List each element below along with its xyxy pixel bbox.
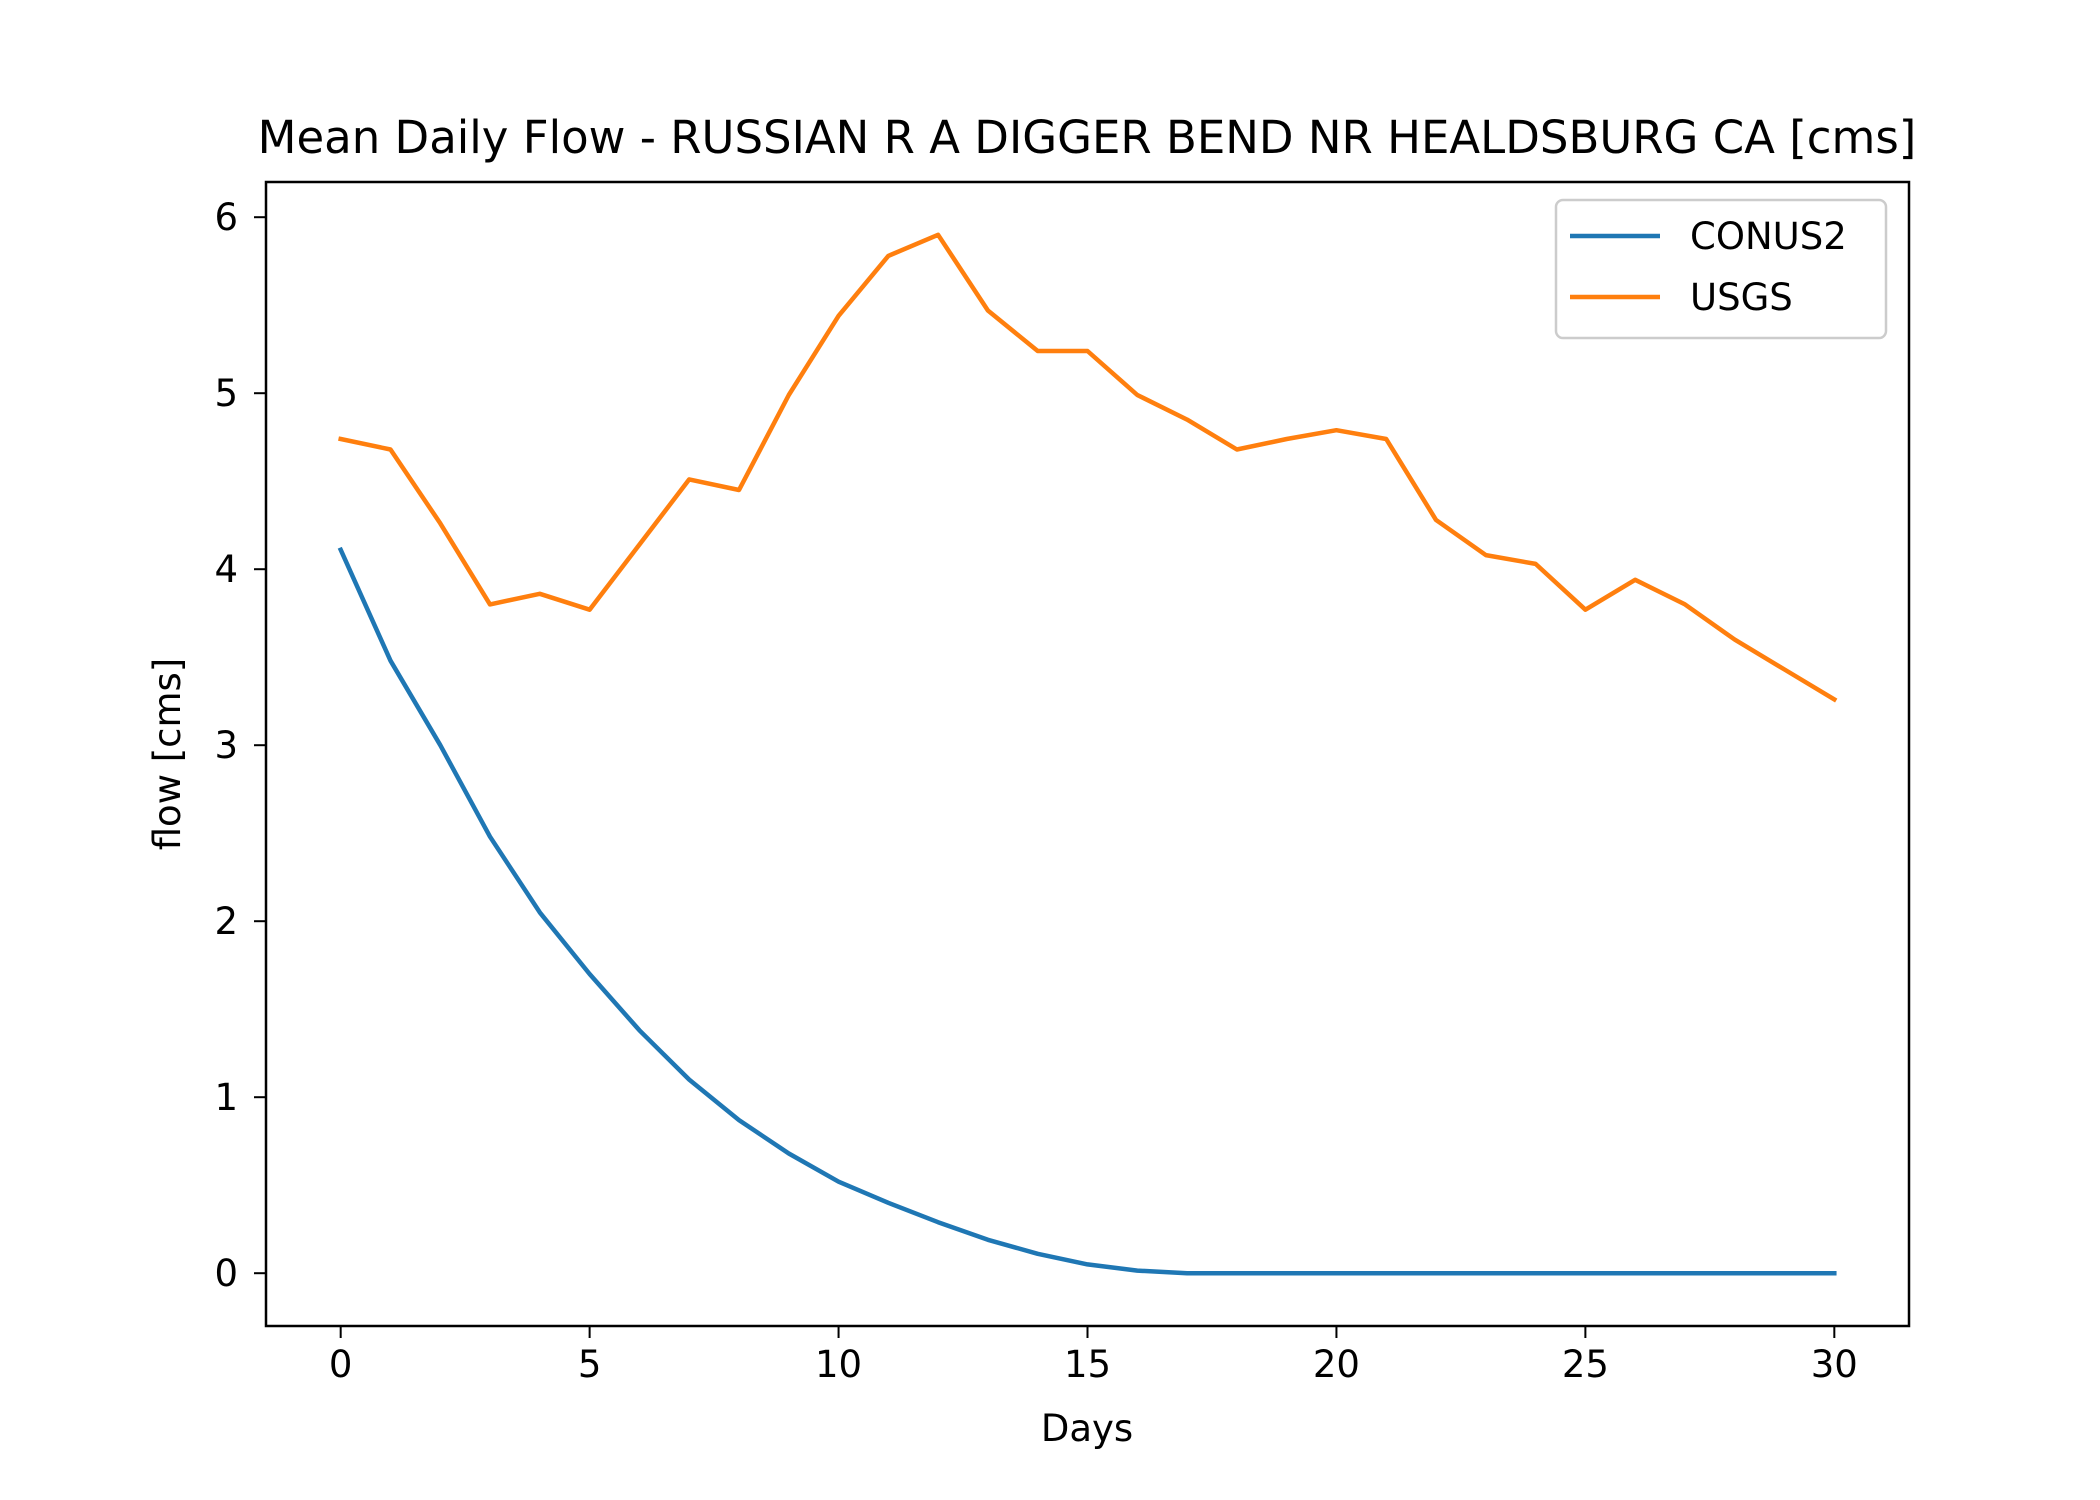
y-tick-label: 4 [214,548,238,591]
x-tick-label: 10 [815,1343,862,1386]
y-tick-label: 0 [214,1252,238,1295]
chart-title: Mean Daily Flow - RUSSIAN R A DIGGER BEN… [258,111,1917,164]
series-layer [337,232,1838,1276]
series-line-conus2 [337,546,1837,1276]
x-axis: 0 5 10 15 20 25 30 [329,1326,1858,1386]
legend: CONUS2 USGS [1554,198,1888,340]
y-tick-label: 2 [214,900,238,943]
x-tick-label: 0 [329,1343,353,1386]
y-tick-label: 6 [214,196,238,239]
y-axis-label: flow [cms] [146,658,189,851]
y-tick-label: 3 [214,724,238,767]
x-tick-label: 25 [1562,1343,1609,1386]
x-axis-label: Days [1041,1407,1133,1450]
y-tick-label: 5 [214,372,238,415]
series-line-usgs [338,232,1838,703]
legend-label-usgs: USGS [1690,276,1793,319]
x-tick-label: 5 [578,1343,602,1386]
x-tick-label: 30 [1811,1343,1858,1386]
x-tick-label: 15 [1064,1343,1111,1386]
y-tick-label: 1 [214,1076,238,1119]
y-axis: 0 1 2 3 4 5 6 [214,196,266,1295]
x-tick-label: 20 [1313,1343,1360,1386]
legend-label-conus2: CONUS2 [1690,215,1847,258]
